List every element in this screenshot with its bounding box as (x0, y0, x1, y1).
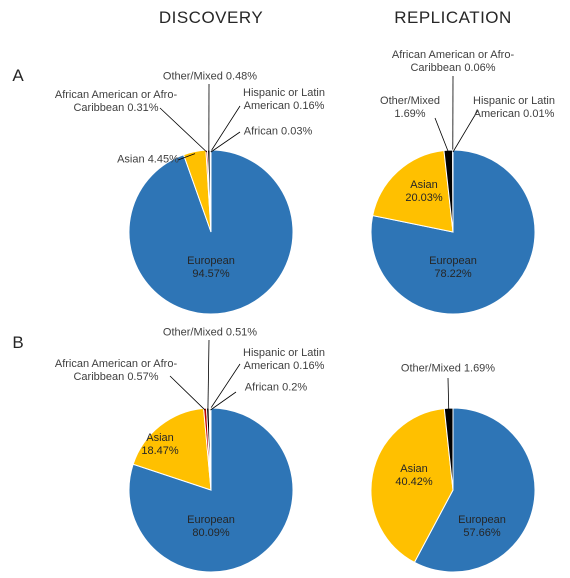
label-category: African American or Afro-Caribbean (54, 358, 178, 383)
data-label: European 57.66% (458, 514, 506, 540)
label-value: 1.69% (463, 362, 496, 375)
data-label: Asian 40.42% (395, 463, 432, 489)
pie-slice (370, 407, 454, 564)
data-label: Hispanic or Latin American 0.01% (467, 95, 562, 121)
label-value: 0.57% (127, 371, 159, 383)
label-value: 1.69% (394, 108, 426, 120)
data-label: African 0.03% (228, 126, 328, 139)
label-value: 0.2% (282, 381, 308, 394)
label-value: 80.09% (192, 527, 230, 539)
leader-line (210, 391, 237, 411)
data-label: European 78.22% (429, 255, 477, 281)
label-value: 0.03% (281, 125, 313, 138)
pie-slice (132, 407, 212, 491)
pie-slice (209, 407, 212, 491)
label-category: African (243, 125, 278, 138)
label-category: European (187, 514, 235, 526)
label-category: European (429, 255, 477, 267)
data-label: Other/Mixed 1.69% (383, 363, 513, 376)
label-category: Asian (410, 179, 438, 191)
leader-line (210, 105, 241, 153)
data-label: Hispanic or Latin American 0.16% (234, 347, 334, 373)
label-category: European (458, 514, 506, 526)
leader-line (210, 131, 241, 153)
leader-line (159, 107, 208, 153)
label-value: 0.16% (293, 360, 325, 372)
label-value: 4.45% (147, 153, 179, 166)
data-label: Asian 4.45% (103, 154, 193, 167)
leader-line (177, 153, 196, 161)
row-label: B (12, 333, 24, 352)
data-label: Hispanic or Latin American 0.16% (234, 87, 334, 113)
leader-line (447, 377, 450, 411)
data-label: European 80.09% (187, 514, 235, 540)
column-title: REPLICATION (394, 8, 512, 27)
data-label: Other/Mixed 0.48% (145, 71, 275, 84)
label-category: Asian (146, 432, 174, 444)
leader-line (209, 363, 241, 411)
leader-line (169, 375, 206, 411)
label-category: Other/Mixed (162, 70, 223, 83)
pie-slice (413, 407, 536, 573)
data-label: Other/Mixed 1.69% (375, 95, 445, 121)
label-category: Hispanic or Latin American (473, 95, 555, 120)
label-value: 57.66% (463, 527, 501, 539)
row-label: A (12, 66, 24, 85)
label-category: Hispanic or Latin American (243, 347, 325, 372)
data-label: African 0.2% (226, 382, 326, 395)
label-category: Other/Mixed (380, 95, 440, 107)
label-value: 40.42% (395, 476, 433, 488)
leader-line (207, 339, 210, 411)
data-label: African American or Afro-Caribbean 0.57% (54, 358, 179, 384)
label-value: 18.47% (141, 445, 179, 457)
label-value: 0.51% (225, 326, 258, 339)
label-category: Other/Mixed (400, 362, 461, 375)
label-category: Asian (117, 153, 145, 166)
label-value: 0.01% (523, 108, 555, 120)
data-label: Asian 20.03% (405, 179, 442, 205)
label-value: 94.57% (192, 268, 230, 280)
label-category: European (187, 255, 235, 267)
label-value: 0.16% (293, 100, 325, 112)
label-category: African American or Afro-Caribbean (391, 49, 515, 74)
data-label: African American or Afro-Caribbean 0.31% (54, 89, 179, 115)
label-value: 0.06% (464, 62, 496, 74)
leader-line (452, 109, 479, 153)
label-category: Hispanic or Latin American (243, 87, 325, 112)
label-category: Other/Mixed (162, 326, 223, 339)
data-label: Asian 18.47% (141, 432, 178, 458)
label-value: 20.03% (405, 192, 443, 204)
column-title: DISCOVERY (158, 8, 264, 27)
label-category: African (244, 381, 280, 394)
label-value: 0.31% (127, 102, 159, 114)
data-label: Other/Mixed 0.51% (145, 327, 275, 340)
leader-line (434, 117, 449, 153)
label-category: Asian (400, 463, 428, 475)
data-label: African American or Afro-Caribbean 0.06% (391, 49, 516, 75)
label-value: 0.48% (225, 70, 258, 83)
label-value: 78.22% (434, 268, 472, 280)
label-category: African American or Afro-Caribbean (54, 89, 178, 114)
pie-slice (372, 149, 454, 233)
data-label: European 94.57% (187, 255, 235, 281)
pie-slice (370, 149, 536, 315)
